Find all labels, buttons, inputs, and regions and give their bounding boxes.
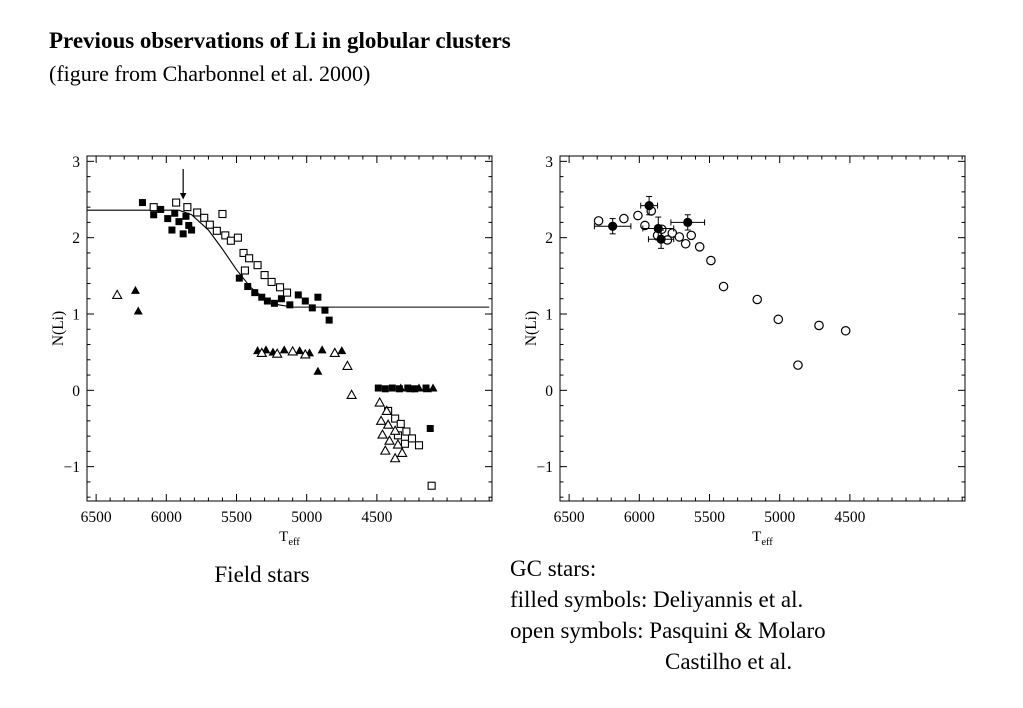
slide-subtitle: (figure from Charbonnel et al. 2000) [49,61,371,86]
caption-line: Castilho et al. [665,649,793,674]
y-tick-label: 1 [545,306,553,323]
y-tick-label: 0 [545,383,553,400]
x-tick-label: 6000 [151,509,182,526]
series-filled-circle [593,195,706,249]
y-tick-label: 2 [72,230,80,247]
y-tick-label: 0 [72,383,80,400]
series-filled-triangle [130,285,438,393]
left-chart-caption: Field stars [214,562,310,587]
x-tick-label: 6000 [624,509,655,526]
series-open-circle [593,206,851,370]
caption-line: GC stars: [510,556,597,581]
caption-line: open symbols: Pasquini & Molaro [510,618,826,643]
y-axis-label: N(Li) [52,311,67,346]
y-tick-label: 3 [72,154,80,171]
x-tick-label: 6500 [554,509,585,526]
y-tick-label: 3 [545,154,553,171]
right-chart-caption: GC stars: filled symbols: Deliyannis et … [510,553,826,677]
down-arrow [179,168,187,200]
slide-title: Previous observations of Li in globular … [49,28,511,53]
x-tick-label: 5500 [694,509,725,526]
y-axis-label: N(Li) [525,311,540,346]
x-axis-label: Teff [752,529,773,546]
y-tick-label: 1 [72,306,80,323]
x-tick-label: 5000 [291,509,322,526]
x-tick-label: 5000 [764,509,795,526]
y-tick-label: −1 [64,459,81,476]
y-tick-label: −1 [537,459,554,476]
x-tick-label: 5500 [221,509,252,526]
series-filled-square [138,199,434,432]
caption-line: filled symbols: Deliyannis et al. [510,587,804,612]
series-open-square [149,198,436,490]
gc-stars-chart: 6500 6000 5500 5000 4500 −1 0 1 2 3 Teff N(Li) [525,154,966,546]
axes: 6500 6000 5500 5000 4500 −1 0 1 2 3 Teff N(Li) [525,154,966,546]
x-tick-label: 4500 [834,509,865,526]
x-axis-label: Teff [279,529,300,546]
x-tick-label: 4500 [361,509,392,526]
x-tick-label: 6500 [81,509,112,526]
series-open-triangle [111,289,408,463]
y-tick-label: 2 [545,230,553,247]
field-stars-chart: 6500 6000 5500 5000 4500 −1 0 1 2 3 Teff N(Li) [52,154,493,546]
axes: 6500 6000 5500 5000 4500 −1 0 1 2 3 Teff N(Li) [52,154,493,546]
